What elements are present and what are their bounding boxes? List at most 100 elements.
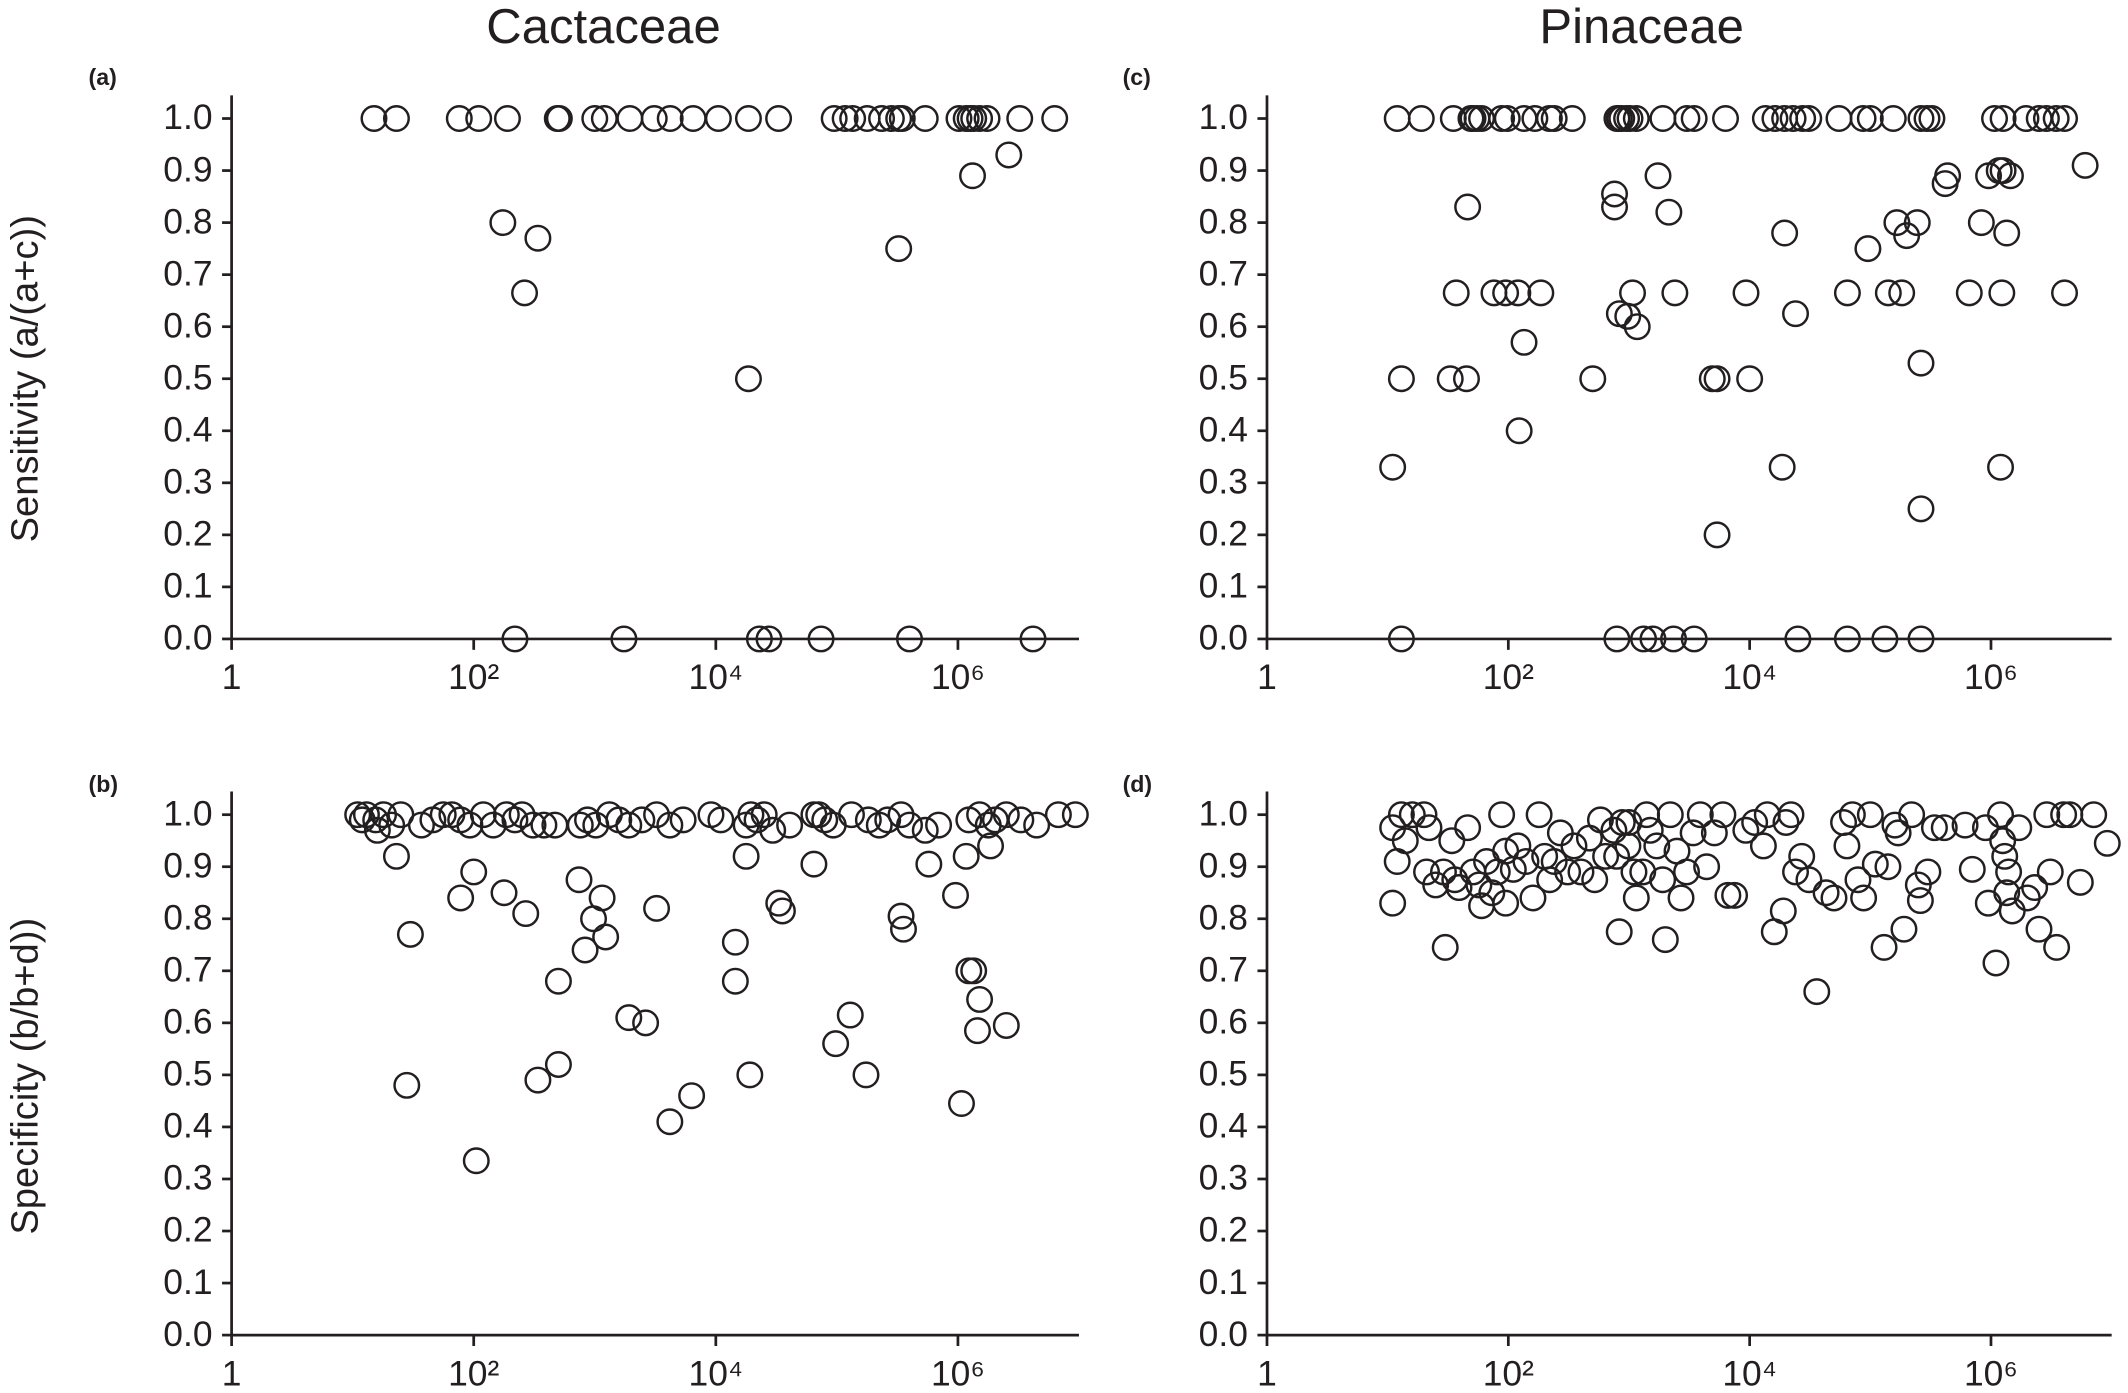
data-point [704,105,732,133]
data-point [992,801,1020,829]
data-point [737,801,765,829]
x-tick-label: 10² [448,1353,499,1393]
data-point [2050,801,2078,829]
data-point [1989,105,2017,133]
x-tick-label: 1 [1257,1353,1277,1393]
data-point [1546,819,1574,847]
y-tick-label: 0.9 [163,149,212,189]
data-point [360,105,388,133]
data-point [1454,814,1482,842]
data-point [995,141,1023,169]
data-point [1540,105,1568,133]
x-tick-label: 10⁶ [931,657,985,697]
data-point [616,105,644,133]
data-point [1903,209,1931,237]
data-point [966,105,994,133]
data-point [1636,816,1664,844]
data-point [1387,625,1415,653]
y-tick-label: 1.0 [1199,97,1248,137]
data-point [1833,832,1861,860]
data-point [1779,105,1807,133]
data-point [1415,814,1443,842]
data-point [734,105,762,133]
data-point [807,625,835,653]
data-point [1686,801,1714,829]
data-point [721,928,749,956]
data-point [2080,801,2108,829]
data-point [776,811,804,839]
y-tick-label: 0.3 [1199,1158,1248,1198]
data-point [877,105,905,133]
data-point [1006,105,1034,133]
data-point [490,879,518,907]
data-point [1996,162,2024,190]
data-point [1981,105,2009,133]
x-tick-label: 10⁶ [1964,1353,2018,1393]
data-point [736,1061,764,1089]
data-point [1703,521,1731,549]
data-point [469,801,497,829]
data-point [1649,105,1677,133]
data-point [1995,858,2023,886]
data-point [1732,279,1760,307]
data-point [1504,832,1532,860]
data-point [1955,279,1983,307]
data-point [447,806,475,834]
data-point [1982,949,2010,977]
data-point [632,1009,660,1037]
y-tick-label: 0.3 [163,462,212,502]
data-point [888,105,916,133]
data-point [1616,105,1644,133]
data-point [837,801,865,829]
data-point [1488,801,1516,829]
data-point [1812,879,1840,907]
data-point [1913,105,1941,133]
data-point [1907,495,1935,523]
data-point [524,1066,552,1094]
data-point [1379,453,1407,481]
data-point [800,850,828,878]
data-point [1656,801,1684,829]
data-point [1712,105,1740,133]
data-point [1987,801,2015,829]
data-point [465,105,493,133]
y-tick-label: 0.9 [1199,845,1248,885]
data-point [1871,625,1899,653]
data-point [1993,219,2021,247]
data-point [1784,625,1812,653]
data-point [1592,842,1620,870]
data-point [445,105,473,133]
data-point [945,105,973,133]
data-point [1567,858,1595,886]
data-point [501,625,529,653]
data-point [1850,884,1878,912]
data-point [1714,881,1742,909]
data-point [1603,625,1631,653]
data-point [519,811,547,839]
y-tick-label: 0.4 [1199,1106,1248,1146]
data-point [948,1090,975,1118]
data-point [656,105,684,133]
y-tick-label: 0.5 [1199,357,1248,397]
y-tick-label: 0.5 [1199,1054,1248,1094]
y-tick-label: 0.0 [1199,618,1248,658]
data-point [429,801,457,829]
data-point [1991,842,2019,870]
data-point [1600,816,1628,844]
data-point [396,920,424,948]
x-tick-label: 1 [222,1353,242,1393]
data-point [960,957,988,985]
x-tick-label: 10² [448,657,499,697]
y-tick-label: 0.6 [1199,305,1248,345]
data-point [925,811,953,839]
data-point [1488,105,1516,133]
data-point [571,936,599,964]
data-point [378,811,406,839]
data-point [1874,853,1902,881]
y-tick-label: 0.9 [163,845,212,885]
data-point [1586,806,1614,834]
y-tick-label: 0.6 [163,305,212,345]
data-point [952,842,980,870]
y-tick-label: 0.2 [1199,1210,1248,1250]
data-point [1579,365,1607,393]
